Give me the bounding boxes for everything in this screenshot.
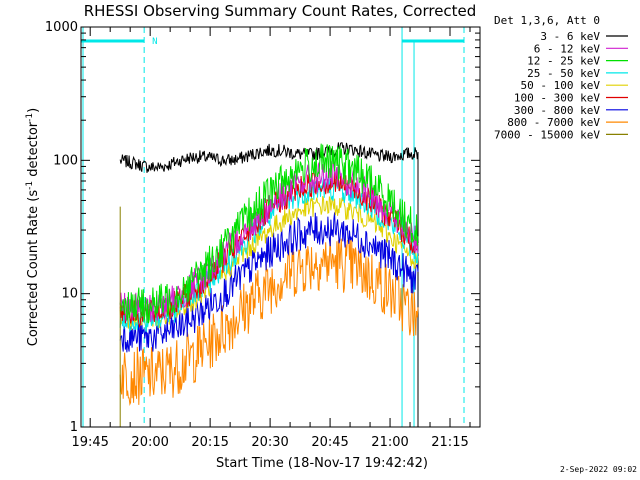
x-tick-label: 20:15 <box>191 435 228 450</box>
x-tick-label: 21:00 <box>371 435 408 450</box>
series-line <box>119 236 419 406</box>
x-axis-label: Start Time (18-Nov-17 19:42:42) <box>216 456 428 471</box>
y-tick-label: 1000 <box>45 20 78 35</box>
x-tick-label: 19:45 <box>71 435 108 450</box>
plot-timestamp: 2-Sep-2022 09:02 <box>560 465 637 474</box>
x-axis: 19:45 20:00 20:15 20:30 20:45 21:00 21:15 <box>71 27 471 450</box>
series-layer <box>119 142 419 427</box>
y-axis-label: Corrected Count Rate (s-1 detector-1) <box>25 108 41 346</box>
y-axis: 1 10 100 1000 <box>45 20 480 435</box>
series-line <box>119 142 419 427</box>
legend-label: 800 - 7000 keV <box>507 116 600 129</box>
x-tick-label: 20:00 <box>131 435 168 450</box>
y-tick-label: 10 <box>61 287 78 302</box>
legend-label: 300 - 800 keV <box>514 104 600 117</box>
y-tick-label: 100 <box>53 153 78 168</box>
series-line <box>119 171 419 328</box>
legend-label: 7000 - 15000 keV <box>494 128 600 141</box>
spacecraft-bar-marker: N <box>152 37 157 47</box>
plot-frame <box>80 26 481 428</box>
legend-label: 12 - 25 keV <box>527 55 600 68</box>
series-line <box>119 143 419 324</box>
x-tick-label: 20:45 <box>311 435 348 450</box>
legend-label: 50 - 100 keV <box>521 79 601 92</box>
x-tick-label: 21:15 <box>431 435 468 450</box>
legend-label: 25 - 50 keV <box>527 67 600 80</box>
legend-title: Det 1,3,6, Att 0 <box>494 14 600 27</box>
legend-label: 3 - 6 keV <box>540 30 600 43</box>
series-line <box>119 212 419 353</box>
y-tick-label: 1 <box>70 420 78 435</box>
chart-title: RHESSI Observing Summary Count Rates, Co… <box>84 2 477 20</box>
legend-label: 100 - 300 keV <box>514 92 600 105</box>
series-line <box>119 196 419 332</box>
x-tick-label: 20:30 <box>251 435 288 450</box>
legend-label: 6 - 12 keV <box>534 42 601 55</box>
